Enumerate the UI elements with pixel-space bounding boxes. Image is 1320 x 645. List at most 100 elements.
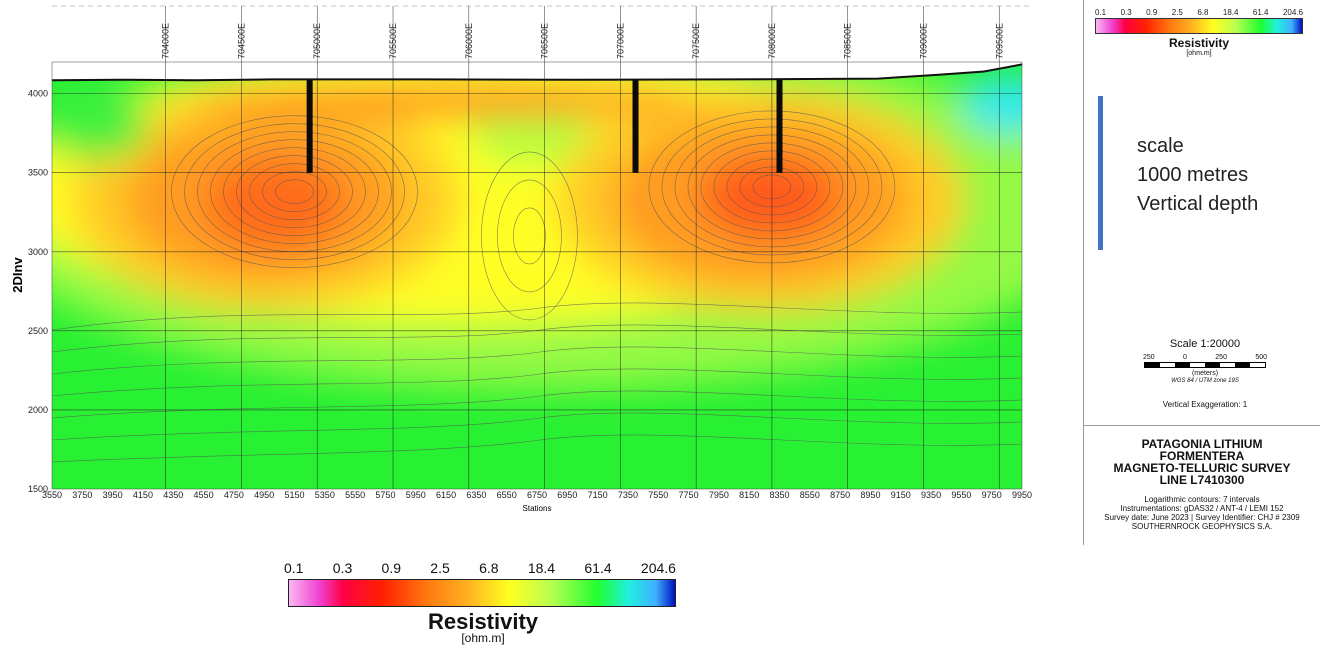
- x-tick-label: 6550: [497, 490, 517, 500]
- legend-tick-label: 0.1: [1095, 8, 1107, 17]
- x-tick-label: 5550: [345, 490, 365, 500]
- small-legend-unit: [ohm.m]: [1186, 50, 1212, 57]
- y-tick-label: 2000: [28, 405, 48, 415]
- survey-note: SOUTHERNROCK GEOPHYSICS S.A.: [1131, 522, 1273, 531]
- legend-tick-label: 61.4: [584, 560, 612, 576]
- resistivity-contour: [52, 368, 1022, 397]
- legend-tick-label: 18.4: [527, 560, 556, 576]
- resistivity-contour: [52, 434, 1022, 463]
- x-tick-label: 7950: [709, 490, 729, 500]
- easting-label: 706500E: [540, 23, 550, 59]
- panel-divider-horizontal: [1083, 425, 1320, 426]
- x-tick-label: 6350: [466, 490, 486, 500]
- survey-type: MAGNETO-TELLURIC SURVEY: [1113, 461, 1291, 475]
- scale-bar: [1144, 362, 1266, 368]
- legend-tick-label: 0: [1183, 354, 1187, 361]
- x-tick-label: 4150: [133, 490, 153, 500]
- resistivity-contour: [481, 151, 578, 321]
- bottom-legend-unit: [ohm.m]: [461, 631, 505, 645]
- x-tick-label: 9750: [982, 490, 1002, 500]
- resistivity-contour: [513, 207, 546, 265]
- x-tick-label: 8750: [830, 490, 850, 500]
- scale-note-line: scale: [1137, 135, 1184, 157]
- scale-note-line: Vertical depth: [1137, 193, 1259, 215]
- x-tick-label: 9950: [1012, 490, 1032, 500]
- easting-label: 704000E: [161, 23, 171, 59]
- x-tick-label: 9550: [951, 490, 971, 500]
- legend-tick-label: 2.5: [430, 560, 450, 576]
- scale-numbers: 250 0 250 500: [1143, 354, 1267, 361]
- resistivity-contour: [236, 155, 353, 228]
- resistivity-contour: [184, 123, 405, 260]
- y-axis-label: 2DInv: [10, 257, 25, 293]
- scale-title: Scale 1:20000: [1169, 338, 1241, 350]
- bottom-color-legend: 0.1 0.3 0.9 2.5 6.8 18.4 61.4 204.6 Resistivity…: [284, 560, 678, 645]
- x-tick-label: 9150: [891, 490, 911, 500]
- resistivity-contour: [52, 324, 1022, 353]
- small-color-legend: 0.1 0.3 0.9 2.5 6.8 18.4 61.4 204.6 Resistivity…: [1095, 8, 1303, 57]
- x-tick-label: 4950: [254, 490, 274, 500]
- legend-tick-label: 61.4: [1252, 8, 1269, 17]
- map-scale: Scale 1:20000 250 0 250 500 (meters) WGS 84…: [1110, 338, 1300, 409]
- legend-tick-label: 250: [1143, 354, 1155, 361]
- x-axis-label: Stations: [523, 504, 552, 513]
- survey-note: Survey date: June 2023 | Survey Identifi…: [1104, 513, 1300, 522]
- x-tick-label: 5350: [315, 490, 335, 500]
- right-info-panel: 0.1 0.3 0.9 2.5 6.8 18.4 61.4 204.6 Resistivity…: [1080, 0, 1320, 628]
- line-id: LINE L7410300: [1159, 473, 1245, 487]
- legend-tick-label: 0.3: [1120, 8, 1132, 17]
- small-legend-title: Resistivity: [1168, 36, 1230, 50]
- x-tick-label: 5750: [375, 490, 395, 500]
- resistivity-section-chart: 3550 3750 3950 4150 4350 4550 4750 4950 5150 5350…: [10, 5, 1032, 513]
- x-tick-label: 7550: [648, 490, 668, 500]
- x-tick-label: 5150: [284, 490, 304, 500]
- drill-hole: [306, 79, 313, 173]
- legend-tick-label: 6.8: [1197, 8, 1209, 17]
- x-tick-label: 6750: [527, 490, 547, 500]
- resistivity-contour: [223, 147, 366, 236]
- easting-label: 705000E: [312, 23, 322, 59]
- x-tick-label: 4350: [163, 490, 183, 500]
- bottom-legend-colorbar: [288, 579, 676, 607]
- resistivity-contour: [52, 412, 1022, 441]
- legend-tick-label: 204.6: [1282, 8, 1303, 17]
- easting-label: 708000E: [767, 23, 777, 59]
- legend-tick-label: 6.8: [479, 560, 499, 576]
- x-tick-label: 4750: [224, 490, 244, 500]
- legend-tick-label: 0.9: [381, 560, 401, 576]
- x-tick-label: 8150: [739, 490, 759, 500]
- easting-label: 709500E: [994, 23, 1004, 59]
- company-name: PATAGONIA LITHIUM: [1141, 437, 1263, 451]
- survey-note: Instrumentations: gDAS32 / ANT-4 / LEMI …: [1120, 504, 1284, 513]
- resistivity-contour: [52, 390, 1022, 419]
- resistivity-contour: [249, 163, 340, 220]
- x-tick-label: 3750: [72, 490, 92, 500]
- resistivity-contour: [52, 346, 1022, 375]
- easting-label: 705500E: [388, 23, 398, 59]
- easting-label: 704500E: [236, 23, 246, 59]
- y-tick-label: 2500: [28, 326, 48, 336]
- legend-tick-label: 500: [1255, 354, 1267, 361]
- small-legend-colorbar: [1095, 18, 1303, 34]
- vertical-exaggeration: Vertical Exaggeration: 1: [1162, 400, 1248, 409]
- easting-label: 707500E: [691, 23, 701, 59]
- legend-tick-label: 0.3: [332, 560, 353, 576]
- y-tick-label: 4000: [28, 89, 48, 99]
- scale-indicator-bar: [1098, 96, 1103, 250]
- resistivity-contour: [262, 171, 327, 212]
- small-legend-ticks: 0.1 0.3 0.9 2.5 6.8 18.4 61.4 204.6: [1095, 8, 1303, 17]
- topography-profile: [51, 63, 1023, 82]
- x-tick-label: 5950: [406, 490, 426, 500]
- legend-tick-label: 0.1: [284, 560, 304, 576]
- resistivity-contour: [52, 302, 1022, 331]
- x-tick-label: 3950: [103, 490, 123, 500]
- survey-title-block: PATAGONIA LITHIUM FORMENTERA MAGNETO-TEL…: [1084, 438, 1320, 531]
- x-tick-label: 7150: [588, 490, 608, 500]
- resistivity-contour: [497, 179, 562, 293]
- easting-label: 708500E: [843, 23, 853, 59]
- x-tick-label: 9350: [921, 490, 941, 500]
- resistivity-contour: [171, 115, 418, 268]
- legend-tick-label: 204.6: [640, 560, 676, 576]
- project-name: FORMENTERA: [1159, 449, 1245, 463]
- x-tick-label: 7350: [618, 490, 638, 500]
